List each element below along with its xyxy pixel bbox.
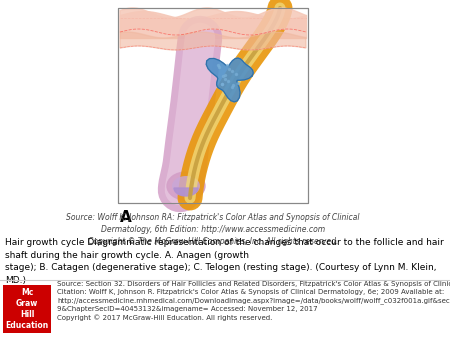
Ellipse shape — [172, 176, 200, 196]
Text: Mc
Graw
Hill
Education: Mc Graw Hill Education — [5, 288, 49, 330]
Text: A: A — [120, 210, 132, 225]
Text: Source: Wolff K, Johnson RA: Fitzpatrick's Color Atlas and Synopsis of Clinical
: Source: Wolff K, Johnson RA: Fitzpatrick… — [66, 213, 360, 246]
Polygon shape — [174, 188, 198, 196]
Polygon shape — [120, 32, 306, 50]
Ellipse shape — [167, 172, 205, 200]
FancyBboxPatch shape — [3, 285, 51, 333]
FancyBboxPatch shape — [118, 8, 308, 203]
Polygon shape — [206, 58, 253, 102]
Polygon shape — [120, 8, 306, 35]
Text: Source: Section 32. Disorders of Hair Follicles and Related Disorders, Fitzpatri: Source: Section 32. Disorders of Hair Fo… — [57, 281, 450, 321]
Text: Hair growth cycle Diagrammatic representation of the changes that occur to the f: Hair growth cycle Diagrammatic represent… — [5, 238, 444, 285]
